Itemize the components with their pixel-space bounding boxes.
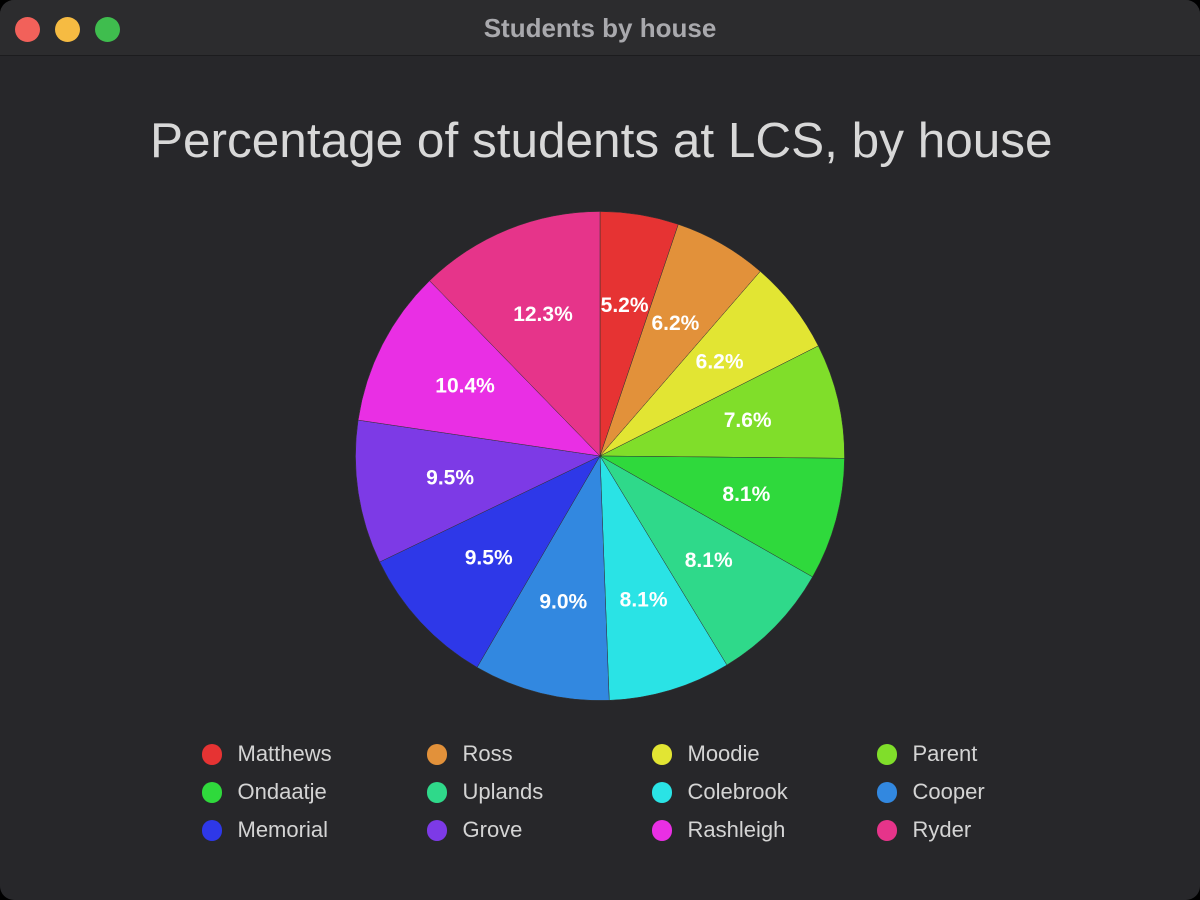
svg-text:8.1%: 8.1% — [685, 549, 733, 572]
svg-text:9.5%: 9.5% — [426, 466, 474, 489]
svg-text:12.3%: 12.3% — [513, 303, 573, 326]
svg-text:7.6%: 7.6% — [724, 409, 772, 432]
svg-text:8.1%: 8.1% — [722, 483, 770, 506]
svg-text:10.4%: 10.4% — [435, 374, 495, 397]
svg-text:5.2%: 5.2% — [601, 294, 649, 317]
svg-text:6.2%: 6.2% — [651, 312, 699, 335]
svg-text:6.2%: 6.2% — [696, 350, 744, 373]
svg-text:8.1%: 8.1% — [620, 589, 668, 612]
svg-text:9.5%: 9.5% — [465, 546, 513, 569]
svg-text:9.0%: 9.0% — [539, 591, 587, 614]
